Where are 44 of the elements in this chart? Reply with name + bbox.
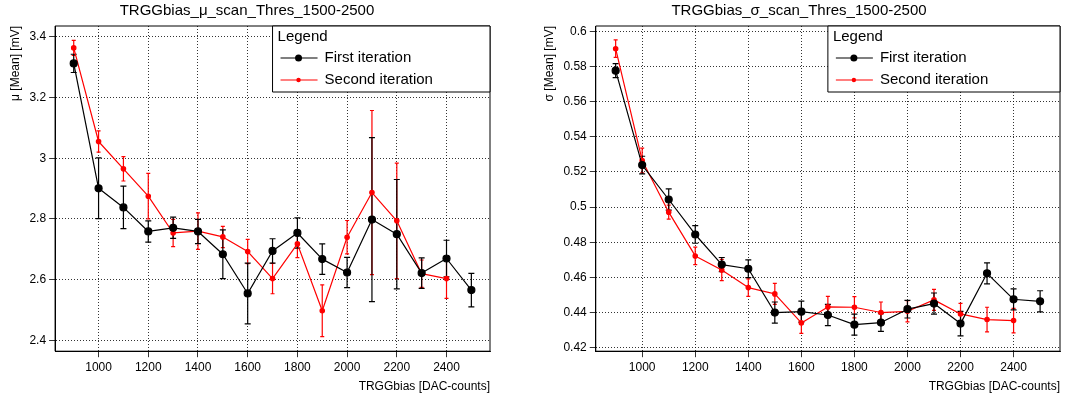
y-tick-label: 0.44 (563, 304, 588, 319)
legend-label: First iteration (879, 48, 967, 66)
x-tick-label: 1800 (841, 359, 869, 374)
x-tick-label: 1200 (681, 359, 709, 374)
legend-title: Legend (832, 27, 883, 45)
y-tick-label: 0.54 (563, 129, 588, 144)
y-axis-title: μ [Mean] [mV] (7, 26, 22, 101)
y-tick-label: 0.46 (563, 269, 588, 284)
x-axis-title: TRGGbias [DAC-counts] (358, 379, 490, 394)
y-axis-title: σ [Mean] [mV] (541, 26, 556, 102)
x-tick-label: 2200 (947, 359, 975, 374)
x-tick-label: 1400 (734, 359, 762, 374)
chart-title: TRGGbias_σ_scan_Thres_1500-2500 (671, 1, 927, 19)
y-tick-label: 0.6 (570, 23, 588, 38)
chart-title: TRGGbias_μ_scan_Thres_1500-2500 (119, 1, 375, 19)
y-tick-label: 2.4 (29, 332, 47, 347)
y-tick-label: 3.4 (29, 28, 47, 43)
x-tick-label: 1800 (284, 359, 312, 374)
x-tick-label: 1200 (134, 359, 162, 374)
y-tick-label: 0.48 (563, 234, 588, 249)
y-tick-label: 0.42 (563, 340, 588, 354)
x-tick-label: 2000 (333, 359, 361, 374)
x-tick-label: 1600 (234, 359, 262, 374)
y-tick-label: 0.5 (570, 199, 588, 214)
y-tick-label: 0.58 (563, 58, 588, 73)
y-tick-label: 2.6 (29, 272, 47, 287)
x-tick-label: 1000 (628, 359, 656, 374)
x-tick-label: 1600 (788, 359, 816, 374)
x-axis-title: TRGGbias [DAC-counts] (928, 379, 1060, 394)
x-tick-label: 1000 (85, 359, 113, 374)
y-tick-label: 3 (39, 150, 47, 165)
y-tick-label: 3.2 (29, 89, 47, 104)
x-tick-label: 2200 (383, 359, 411, 374)
x-tick-label: 1400 (184, 359, 212, 374)
y-tick-label: 0.56 (563, 93, 588, 108)
legend-label: First iteration (324, 48, 412, 66)
x-tick-label: 2400 (433, 359, 461, 374)
y-tick-label: 0.52 (563, 164, 588, 179)
legend-label: Second iteration (324, 70, 433, 88)
legend-title: Legend (277, 27, 328, 45)
y-tick-label: 2.8 (29, 211, 47, 226)
legend-label: Second iteration (879, 70, 989, 88)
x-tick-label: 2000 (894, 359, 922, 374)
x-tick-label: 2400 (1000, 359, 1028, 374)
